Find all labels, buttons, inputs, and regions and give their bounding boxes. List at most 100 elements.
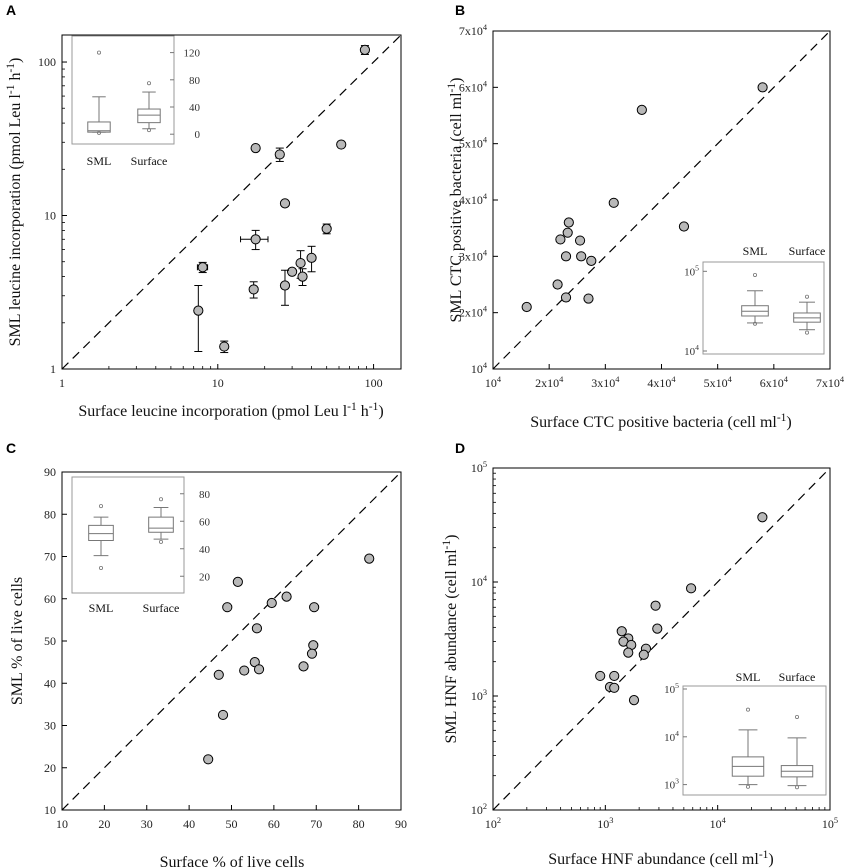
panel-d-inset-tick-label: 104 [664,729,679,744]
panel-d-inset-outlier [746,707,751,712]
panel-a-inset-tick-label: 40 [189,102,201,114]
panel-d-y-tick-label: 104 [471,574,488,589]
panel-d-y-tick-label: 105 [471,460,487,475]
panel-c-inset-category-label: SML [89,601,114,615]
panel-c-x-tick-label: 90 [395,817,407,831]
panel-b-y-axis-label: SML CTC positive bacteria (cell ml-1) [446,78,465,323]
panel-d-data-point [685,583,697,594]
panel-d-plot-frame [492,467,831,811]
panel-b-data-point [521,301,532,313]
panel-c-y-tick-label: 30 [44,719,56,733]
panel-c-inset-outlier [99,566,104,571]
panel-b-data-point [562,227,573,238]
panel-c-y-tick-label: 60 [44,592,56,606]
panel-b-data-point [678,221,690,232]
panel-b-data-point [576,251,587,262]
panel-c-y-tick-label: 50 [44,634,56,648]
panel-b-data-point [574,235,586,246]
panel-b-y-tick-label: 104 [471,361,488,376]
panel-c-x-tick-label: 80 [353,817,365,831]
panel-b-inset-outlier [753,272,758,277]
panel-a-data-point [274,149,285,160]
panel-c-x-tick-label: 60 [268,817,280,831]
panel-d-y-axis-label: SML HNF abundance (cell ml-1) [441,535,460,744]
panel-b-x-tick-label: 6x104 [760,375,789,390]
panel-b-y-tick-label: 5x104 [459,136,488,151]
panel-a-inset-outlier [146,128,151,133]
panel-a-inset-outlier [146,81,151,86]
panel-b-x-axis-label: Surface CTC positive bacteria (cell ml-1… [530,412,792,431]
panel-d-data-point [638,649,649,660]
panel-c-x-tick-label: 30 [141,817,153,831]
panel-c-x-tick-label: 40 [183,817,195,831]
panel-d-data-point [650,600,661,611]
panel-a-inset-outlier [97,130,102,135]
panel-d-data-point [623,647,634,658]
panel-a-one-to-one-line [61,34,402,370]
panel-c-inset-tick-label: 40 [199,544,211,556]
panel-d-inset-tick-label: 103 [664,777,679,792]
panel-b-data-point [560,251,572,262]
panel-d-inset-outlier [746,784,751,789]
panel-c-data-point [306,648,318,659]
panel-b-inset-outlier [805,330,810,335]
panel-a-data-point [359,44,371,55]
panel-d-x-axis-label: Surface HNF abundance (cell ml-1) [548,849,774,868]
panel-d-x-tick-label: 103 [597,816,613,831]
panel-c: 10 20 30 40 50 60 70 80 90 10 20 30 40 50 60 70 80 90 Surf… [9,465,407,868]
panel-d-inset-boxplot: 103 104 105 SML Surface [664,670,827,796]
panel-b-x-tick-label: 5x104 [704,375,733,390]
panel-a-x-tick-label: 10 [212,376,224,390]
panel-d-y-tick-label: 102 [471,802,487,817]
panel-b-y-tick-label: 2x104 [459,305,488,320]
panel-d-inset-category-label: Surface [779,670,816,684]
panel-c-x-axis-label: Surface % of live cells [160,854,305,868]
panel-c-data-point [232,576,243,587]
panel-d-inset-outlier [795,714,800,719]
panel-b-x-tick-label: 7x104 [816,375,845,390]
panel-b-x-tick-label: 2x104 [535,375,564,390]
panel-c-y-tick-label: 70 [44,550,56,564]
panel-a-y-tick-label: 100 [38,55,56,69]
panel-c-y-axis-label: SML % of live cells [9,577,26,705]
panel-b-data-point [636,104,647,115]
panel-a-data-point [248,284,259,295]
panel-b-x-tick-label: 3x104 [591,375,620,390]
panel-b-data-point [586,255,597,266]
panel-a-data-point [193,305,204,316]
panel-b-y-tick-label: 4x104 [459,192,488,207]
panel-a-inset-box [87,121,111,133]
panel-b-data-point [560,292,572,303]
panel-a-y-tick-label: 10 [44,209,56,223]
panel-a-data-point [336,139,347,150]
panel-b-data-point [552,279,563,290]
panel-c-x-tick-label: 70 [310,817,322,831]
panel-d-inset-tick-label: 105 [664,681,679,696]
panel-c-data-point [281,591,292,602]
panel-b-y-tick-label: 7x104 [459,23,488,38]
panel-c-inset-outlier [99,504,104,509]
panel-c-inset-box [88,524,114,541]
panel-b: 104 2x104 3x104 4x104 5x104 6x104 7x104 104 2x10… [446,23,845,431]
panel-c-inset-outlier [158,539,163,544]
panel-a-y-axis-label: SML leucine incorporation (pmol Leu l-1 … [5,58,24,347]
panel-c-data-point [222,602,233,613]
panel-b-data-point [555,234,566,245]
panel-c-inset-box [148,516,174,533]
panel-b-data-point [583,293,594,304]
panel-a-x-tick-label: 100 [365,376,383,390]
panel-a-data-point [321,223,332,234]
panel-a-y-tick-label: 1 [50,362,56,376]
panel-letter-d: D [455,440,465,456]
panel-c-data-point [203,754,214,765]
panel-c-inset-tick-label: 60 [199,516,211,528]
panel-d-data-point [616,626,627,637]
panel-a-inset-category-label: SML [87,154,112,168]
panel-b-x-tick-label: 4x104 [647,375,676,390]
panel-a-data-point [197,262,208,273]
panel-b-inset-boxplot: 104 105 SML Surface [684,244,825,358]
panel-c-inset-tick-label: 80 [199,489,211,501]
panel-d-x-tick-label: 104 [710,816,727,831]
panel-d-data-point [652,623,663,634]
